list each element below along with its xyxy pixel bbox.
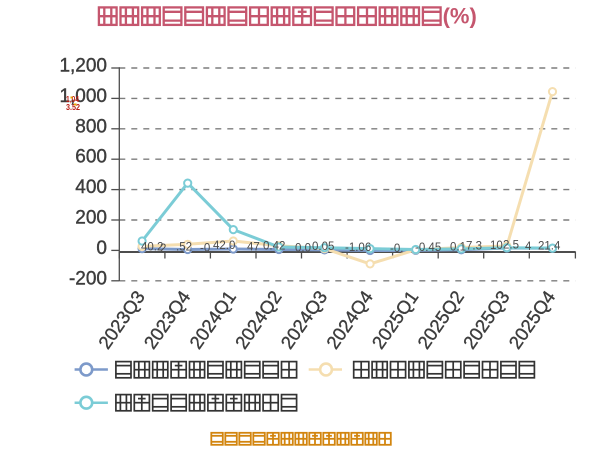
svg-text:2024Q3: 2024Q3 bbox=[276, 287, 331, 353]
svg-text:21.4: 21.4 bbox=[538, 241, 561, 253]
svg-text:1,000: 1,000 bbox=[59, 86, 107, 107]
svg-text:400: 400 bbox=[75, 177, 107, 198]
svg-text:2024Q2: 2024Q2 bbox=[231, 287, 286, 353]
svg-text:800: 800 bbox=[75, 116, 107, 137]
svg-text:2025Q2: 2025Q2 bbox=[413, 287, 468, 353]
svg-text:0.0: 0.0 bbox=[295, 243, 311, 255]
svg-text:2: 2 bbox=[160, 243, 166, 255]
svg-text:-200: -200 bbox=[69, 268, 107, 289]
svg-text:(%): (%) bbox=[443, 4, 477, 29]
svg-text:1,200: 1,200 bbox=[59, 56, 107, 77]
svg-text:2023Q4: 2023Q4 bbox=[140, 287, 195, 353]
svg-text:.52: .52 bbox=[176, 242, 192, 254]
svg-text:1,04: 1,04 bbox=[66, 94, 79, 104]
svg-text:4: 4 bbox=[525, 241, 532, 253]
svg-text:0.05: 0.05 bbox=[312, 241, 334, 253]
svg-text:0.42: 0.42 bbox=[263, 241, 285, 253]
svg-text:2025Q4: 2025Q4 bbox=[504, 287, 559, 353]
svg-text:10: 10 bbox=[490, 240, 503, 252]
svg-text:-0.: -0. bbox=[390, 243, 403, 255]
svg-text:-1.06: -1.06 bbox=[345, 242, 371, 254]
svg-text:2023Q3: 2023Q3 bbox=[94, 287, 149, 353]
svg-text:2025Q1: 2025Q1 bbox=[368, 287, 423, 353]
svg-text:600: 600 bbox=[75, 147, 107, 168]
svg-text:3.52: 3.52 bbox=[66, 102, 80, 112]
svg-text:0: 0 bbox=[96, 238, 107, 259]
svg-text:200: 200 bbox=[75, 208, 107, 229]
svg-text:-0: -0 bbox=[200, 243, 210, 255]
svg-text:0.1: 0.1 bbox=[450, 242, 466, 254]
svg-text:7.3: 7.3 bbox=[466, 241, 482, 253]
svg-text:2.5: 2.5 bbox=[503, 240, 519, 252]
svg-text:47: 47 bbox=[247, 242, 260, 254]
svg-text:2025Q3: 2025Q3 bbox=[459, 287, 514, 353]
svg-text:40.2: 40.2 bbox=[141, 242, 163, 254]
svg-text:42.0: 42.0 bbox=[213, 240, 235, 252]
svg-text:2024Q4: 2024Q4 bbox=[322, 287, 377, 353]
svg-text:-0.45: -0.45 bbox=[415, 242, 441, 254]
svg-text:2024Q1: 2024Q1 bbox=[185, 287, 240, 353]
